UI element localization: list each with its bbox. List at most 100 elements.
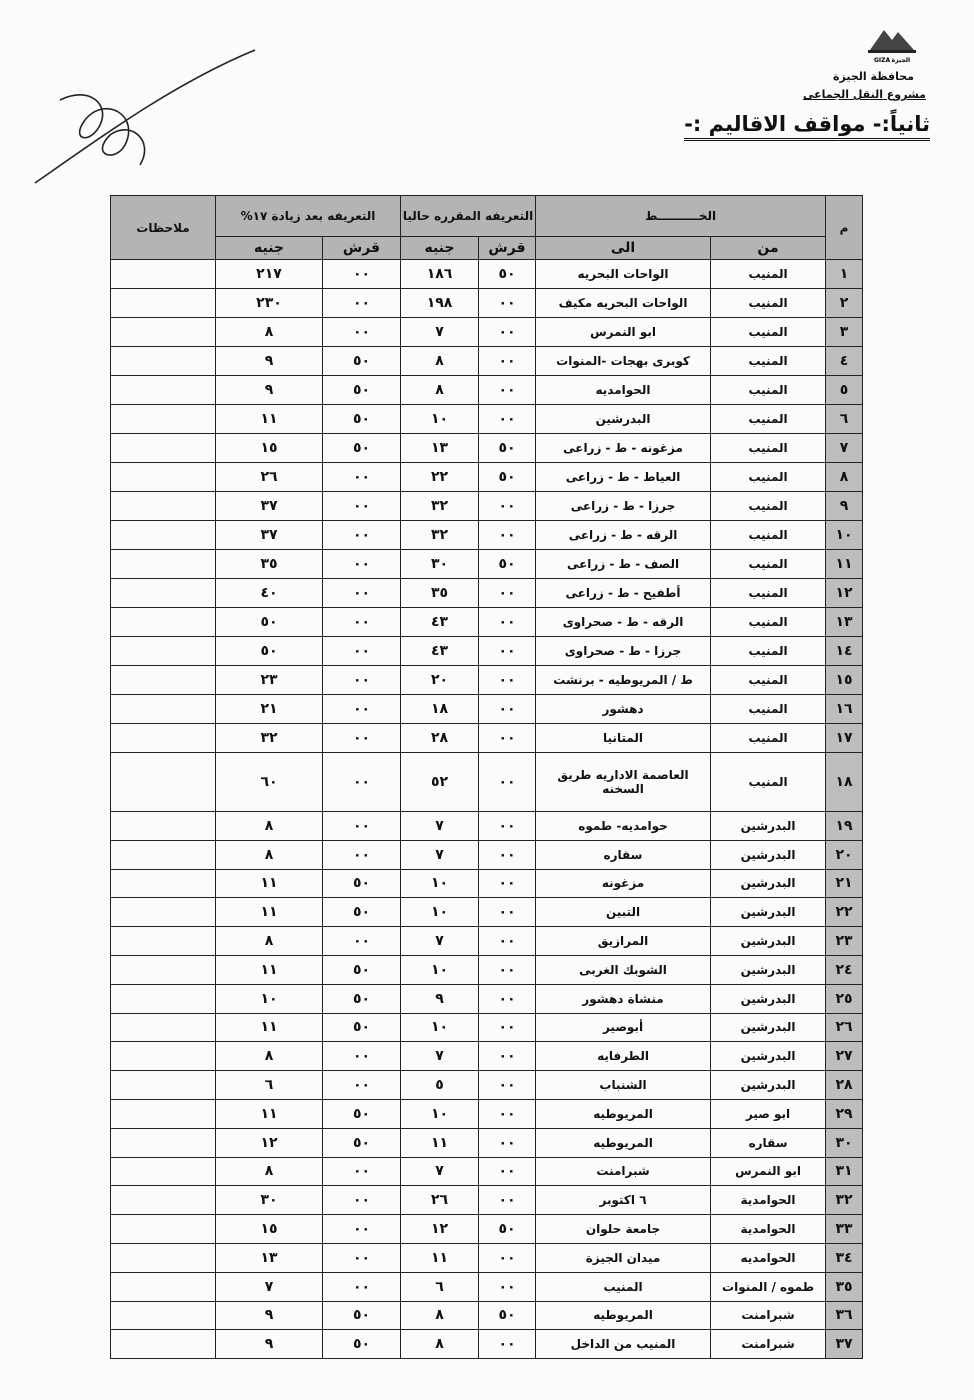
notes-cell xyxy=(110,1271,216,1302)
to: العاصمة الاداريه طريق السخنه xyxy=(535,752,712,812)
fare-row: ٦ المنيب البدرشين ٠٠ ١٠ ٥٠ ١١ xyxy=(110,404,864,434)
current-qirsh: ٠٠ xyxy=(478,375,537,405)
row-num: ٣٥ xyxy=(825,1271,864,1302)
from: المنيب xyxy=(710,520,827,550)
from: المنيب xyxy=(710,665,827,695)
row-num: ٣٢ xyxy=(825,1185,864,1216)
notes-cell xyxy=(110,433,216,463)
to: الطرفايه xyxy=(535,1041,712,1072)
from: المنيب xyxy=(710,607,827,637)
from: المنيب xyxy=(710,288,827,318)
current-pound: ٧ xyxy=(399,839,480,870)
notes-cell xyxy=(110,723,216,753)
current-qirsh: ٠٠ xyxy=(478,1070,537,1100)
logo-en: GIZA xyxy=(874,57,891,64)
row-num: ٢٥ xyxy=(825,983,864,1014)
notes-cell xyxy=(110,1098,216,1129)
notes-cell xyxy=(110,926,216,956)
row-num: ١١ xyxy=(825,549,864,579)
row-num: ٣١ xyxy=(825,1156,864,1187)
from: البدرشين xyxy=(710,1012,827,1043)
notes-cell xyxy=(110,1300,216,1331)
from: المنيب xyxy=(710,694,827,724)
new-pound: ٣٢ xyxy=(215,723,323,753)
notes-cell xyxy=(110,375,216,405)
from: البدرشين xyxy=(710,897,827,928)
current-pound: ٧ xyxy=(399,317,480,347)
current-qirsh: ٥٠ xyxy=(478,433,537,463)
notes-cell xyxy=(110,1127,216,1158)
fare-row: ١٨ المنيب العاصمة الاداريه طريق السخنه ٠٠ ٥٢… xyxy=(110,752,864,812)
current-pound: ٥ xyxy=(399,1070,480,1100)
new-pound: ١١ xyxy=(215,1012,323,1043)
notes-cell xyxy=(110,1012,216,1043)
notes-cell xyxy=(110,288,216,318)
from: المنيب xyxy=(710,375,827,405)
fare-row: ٤ المنيب كوبرى بهجات -المنوات ٠٠ ٨ ٥٠ ٩ xyxy=(110,346,864,376)
new-pound: ٥٠ xyxy=(215,636,323,666)
current-qirsh: ٠٠ xyxy=(478,954,537,985)
fare-row: ١٩ البدرشين حوامديه- طموه ٠٠ ٧ ٠٠ ٨ xyxy=(110,811,864,841)
to: حوامديه- طموه xyxy=(535,811,712,841)
header-from: من xyxy=(710,236,827,260)
current-pound: ١٠ xyxy=(399,404,480,434)
current-pound: ٧ xyxy=(399,1156,480,1187)
fare-row: ٢٣ البدرشين المرازيق ٠٠ ٧ ٠٠ ٨ xyxy=(110,926,864,956)
new-pound: ٤٠ xyxy=(215,578,323,608)
current-pound: ١٣ xyxy=(399,433,480,463)
current-qirsh: ٠٠ xyxy=(478,839,537,870)
row-num: ٥ xyxy=(825,375,864,405)
current-qirsh: ٠٠ xyxy=(478,636,537,666)
from: المنيب xyxy=(710,636,827,666)
new-pound: ٨ xyxy=(215,839,323,870)
to: جرزا - ط - صحراوى xyxy=(535,636,712,666)
new-qirsh: ٥٠ xyxy=(322,1329,401,1360)
row-num: ٢ xyxy=(825,288,864,318)
current-qirsh: ٠٠ xyxy=(478,1012,537,1043)
to: الحوامديه xyxy=(535,375,712,405)
current-qirsh: ٠٠ xyxy=(478,404,537,434)
new-pound: ١٥ xyxy=(215,1214,323,1244)
fare-row: ٢٠ البدرشين سقاره ٠٠ ٧ ٠٠ ٨ xyxy=(110,839,864,870)
to: المريوطيه xyxy=(535,1300,712,1331)
from: المنيب xyxy=(710,346,827,376)
notes-cell xyxy=(110,897,216,928)
from: البدرشين xyxy=(710,839,827,870)
fare-row: ٧ المنيب مزغونه - ط - زراعى ٥٠ ١٣ ٥٠ ١٥ xyxy=(110,433,864,463)
new-pound: ٥٠ xyxy=(215,607,323,637)
fare-row: ١٧ المنيب المتانيا ٠٠ ٢٨ ٠٠ ٣٢ xyxy=(110,723,864,753)
current-qirsh: ٠٠ xyxy=(478,491,537,521)
current-qirsh: ٠٠ xyxy=(478,1041,537,1072)
new-qirsh: ٠٠ xyxy=(322,1214,401,1244)
current-qirsh: ٥٠ xyxy=(478,1214,537,1244)
row-num: ٣٤ xyxy=(825,1242,864,1273)
from: البدرشين xyxy=(710,1041,827,1072)
new-qirsh: ٠٠ xyxy=(322,259,401,289)
row-num: ٢١ xyxy=(825,868,864,899)
row-num: ٤ xyxy=(825,346,864,376)
current-qirsh: ٥٠ xyxy=(478,549,537,579)
new-qirsh: ٠٠ xyxy=(322,1156,401,1187)
current-pound: ١٠ xyxy=(399,1012,480,1043)
current-qirsh: ٠٠ xyxy=(478,1127,537,1158)
current-pound: ٣٠ xyxy=(399,549,480,579)
notes-cell xyxy=(110,578,216,608)
new-qirsh: ٥٠ xyxy=(322,404,401,434)
notes-cell xyxy=(110,694,216,724)
current-pound: ٨ xyxy=(399,1300,480,1331)
new-qirsh: ٠٠ xyxy=(322,520,401,550)
row-num: ٢٣ xyxy=(825,926,864,956)
new-qirsh: ٥٠ xyxy=(322,1300,401,1331)
new-pound: ٢١٧ xyxy=(215,259,323,289)
new-qirsh: ٥٠ xyxy=(322,954,401,985)
fare-table: م الخــــــــــط التعريفه المقرره حاليا … xyxy=(110,195,864,1360)
to: شبرامنت xyxy=(535,1156,712,1187)
notes-cell xyxy=(110,259,216,289)
to: ابو النمرس xyxy=(535,317,712,347)
new-qirsh: ٠٠ xyxy=(322,491,401,521)
current-pound: ٣٥ xyxy=(399,578,480,608)
row-num: ٧ xyxy=(825,433,864,463)
new-qirsh: ٠٠ xyxy=(322,288,401,318)
to: الصف - ط - زراعى xyxy=(535,549,712,579)
